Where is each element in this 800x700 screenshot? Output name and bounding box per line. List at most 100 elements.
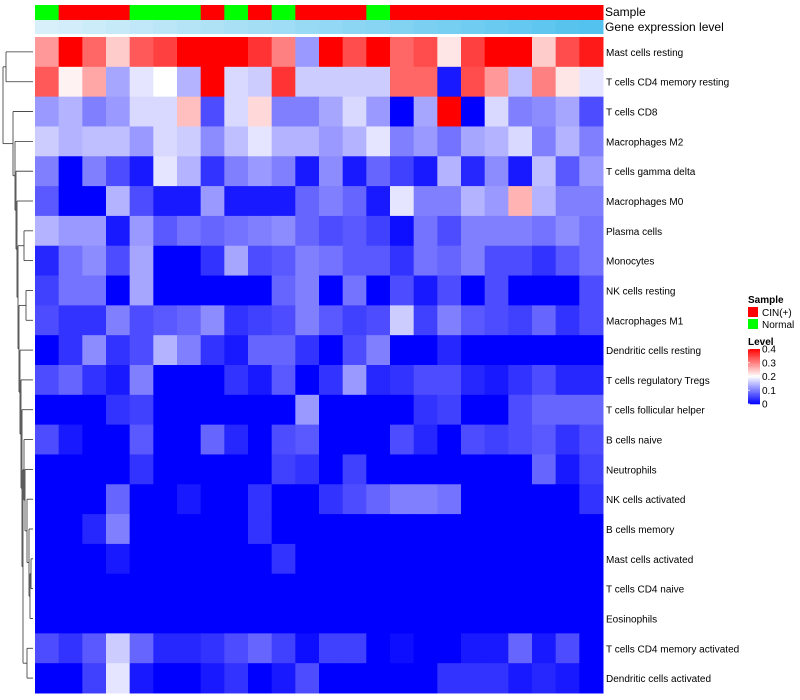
heatmap-cell: [224, 335, 249, 366]
expression-annotation-cell: [366, 20, 391, 34]
heatmap-cell: [508, 543, 533, 575]
heatmap-cell: [248, 275, 273, 306]
heatmap-cell: [177, 275, 202, 306]
heatmap-cell: [342, 126, 367, 157]
heatmap-cell: [200, 66, 225, 98]
heatmap-cell: [295, 603, 320, 634]
heatmap-cell: [129, 424, 154, 455]
heatmap-cell: [342, 37, 367, 68]
heatmap-cell: [224, 96, 249, 127]
heatmap-cell: [461, 156, 486, 187]
heatmap-cell: [35, 156, 60, 187]
heatmap-cell: [555, 96, 580, 127]
heatmap-cell: [319, 573, 344, 605]
heatmap-cell: [508, 215, 533, 247]
heatmap-cell: [319, 603, 344, 634]
heatmap-cell: [129, 275, 154, 306]
colorbar-segment: [748, 365, 760, 368]
heatmap-cell: [271, 96, 296, 127]
heatmap-cell: [177, 96, 202, 127]
heatmap-cell: [177, 186, 202, 217]
heatmap-cell: [366, 394, 391, 426]
heatmap-cell: [271, 245, 296, 277]
heatmap-cell: [390, 514, 415, 545]
expression-annotation-cell: [295, 20, 320, 34]
heatmap-cell: [295, 305, 320, 336]
heatmap-cell: [532, 66, 557, 98]
heatmap-cell: [82, 245, 107, 277]
heatmap-cell: [342, 543, 367, 575]
row-label: Eosinophils: [606, 614, 657, 625]
heatmap-cell: [319, 365, 344, 396]
expression-annotation-cell: [153, 20, 178, 34]
heatmap-cell: [106, 365, 131, 396]
heatmap-cell: [508, 96, 533, 127]
sample-annotation-cell: [319, 5, 344, 20]
heatmap-cell: [342, 186, 367, 217]
heatmap-cell: [200, 365, 225, 396]
row-label: Dendritic cells activated: [606, 674, 711, 685]
heatmap-cell: [555, 365, 580, 396]
heatmap-cell: [579, 424, 604, 455]
heatmap-cell: [35, 603, 60, 634]
colorbar-segment: [748, 372, 760, 375]
heatmap-cell: [35, 365, 60, 396]
heatmap-cell: [437, 96, 462, 127]
legend-sample-title: Sample: [748, 295, 784, 306]
heatmap-cell: [484, 335, 509, 366]
heatmap-cell: [532, 215, 557, 247]
heatmap-cell: [437, 37, 462, 68]
heatmap-cell: [106, 305, 131, 336]
sample-annotation-cell: [390, 5, 415, 20]
heatmap-cell: [532, 365, 557, 396]
heatmap-cell: [319, 335, 344, 366]
heatmap-cell: [366, 335, 391, 366]
heatmap-cell: [461, 215, 486, 247]
heatmap-cell: [319, 543, 344, 575]
heatmap-cell: [271, 275, 296, 306]
heatmap-cell: [271, 484, 296, 515]
heatmap-cell: [555, 454, 580, 485]
heatmap-cell: [532, 514, 557, 545]
heatmap-cell: [413, 514, 438, 545]
heatmap-cell: [532, 633, 557, 664]
heatmap-cell: [82, 186, 107, 217]
heatmap-cell: [484, 365, 509, 396]
heatmap-cell: [579, 305, 604, 336]
heatmap-cell: [319, 96, 344, 127]
heatmap-cell: [484, 215, 509, 247]
heatmap-cell: [35, 335, 60, 366]
sample-annotation-cell: [437, 5, 462, 20]
colorbar-segment: [748, 382, 760, 384]
colorbar-segment: [748, 401, 760, 403]
heatmap-cell: [342, 215, 367, 247]
heatmap-cell: [271, 454, 296, 485]
track-label-sample: Sample: [605, 5, 646, 19]
heatmap-cell: [413, 454, 438, 485]
heatmap-cell: [58, 96, 83, 127]
heatmap-cell: [555, 245, 580, 277]
heatmap-cell: [508, 335, 533, 366]
heatmap-cell: [508, 66, 533, 98]
heatmap-cell: [413, 156, 438, 187]
heatmap-cell: [200, 245, 225, 277]
row-label: T cells CD4 memory resting: [606, 78, 729, 89]
expression-annotation-cell: [129, 20, 154, 34]
heatmap-cell: [342, 66, 367, 98]
heatmap-cell: [82, 514, 107, 545]
colorbar-tick-label: 0.2: [762, 372, 776, 383]
heatmap-cell: [153, 275, 178, 306]
heatmap-cell: [295, 424, 320, 455]
heatmap-cell: [129, 514, 154, 545]
heatmap-cell: [461, 275, 486, 306]
heatmap-cell: [366, 663, 391, 694]
heatmap-cell: [295, 454, 320, 485]
heatmap-cell: [129, 96, 154, 127]
heatmap-cell: [153, 424, 178, 455]
heatmap-cell: [532, 663, 557, 694]
heatmap-cell: [508, 275, 533, 306]
sample-annotation-cell: [484, 5, 509, 20]
heatmap-cell: [366, 543, 391, 575]
row-label: Monocytes: [606, 257, 654, 268]
heatmap-cell: [248, 96, 273, 127]
